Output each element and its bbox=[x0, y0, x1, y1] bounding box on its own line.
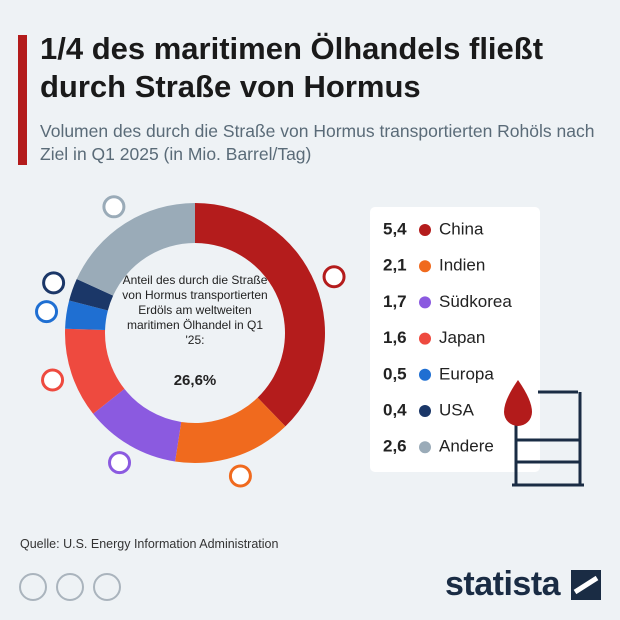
legend-label: China bbox=[439, 219, 484, 238]
legend-value: 2,6 bbox=[383, 437, 407, 456]
flag-icon bbox=[322, 265, 346, 289]
flag-icon bbox=[41, 368, 65, 392]
donut-segment bbox=[65, 328, 125, 414]
statista-logo bbox=[571, 570, 601, 600]
center-text: Anteil des durch die Straße von Hormus t… bbox=[122, 273, 268, 347]
legend-label: Andere bbox=[439, 437, 494, 456]
legend-value: 5,4 bbox=[383, 219, 407, 238]
legend-swatch bbox=[419, 368, 431, 381]
center-value: 26,6% bbox=[173, 372, 217, 389]
legend-label: Indien bbox=[439, 256, 485, 275]
legend-value: 1,7 bbox=[383, 292, 407, 311]
donut-segment bbox=[93, 388, 182, 462]
legend-value: 2,1 bbox=[383, 256, 407, 275]
legend-swatch bbox=[419, 441, 431, 454]
source: Quelle: U.S. Energy Information Administ… bbox=[20, 537, 279, 551]
donut-segment bbox=[195, 203, 326, 427]
legend-swatch bbox=[419, 296, 431, 309]
footer-icons bbox=[19, 573, 121, 601]
legend-swatch bbox=[419, 332, 431, 345]
legend-value: 0,5 bbox=[383, 364, 407, 383]
flag-icon bbox=[102, 195, 126, 219]
flag-icon bbox=[35, 300, 59, 324]
legend-box bbox=[370, 207, 540, 472]
donut-segment bbox=[175, 397, 286, 463]
donut-segment bbox=[65, 300, 108, 331]
legend-swatch bbox=[419, 405, 431, 417]
legend-label: Japan bbox=[439, 328, 485, 347]
legend-label: USA bbox=[439, 400, 475, 419]
donut-segment bbox=[76, 203, 195, 296]
flag-icon bbox=[42, 271, 66, 295]
flag-icon bbox=[228, 464, 252, 488]
legend-swatch bbox=[419, 260, 431, 273]
brand: statista bbox=[445, 565, 561, 603]
legend-value: 1,6 bbox=[383, 328, 407, 347]
legend-value: 0,4 bbox=[383, 400, 407, 419]
legend-label: Europa bbox=[439, 364, 494, 383]
chart-subtitle: Volumen des durch die Straße von Hormus … bbox=[40, 121, 595, 164]
legend-swatch bbox=[419, 224, 431, 236]
title-bar bbox=[18, 35, 27, 165]
flag-icon bbox=[108, 451, 132, 475]
legend-label: Südkorea bbox=[439, 292, 512, 311]
donut-segment bbox=[69, 278, 114, 311]
chart-title: 1/4 des maritimen Ölhandels fließt durch… bbox=[40, 31, 544, 104]
barrel-icon bbox=[504, 380, 584, 487]
